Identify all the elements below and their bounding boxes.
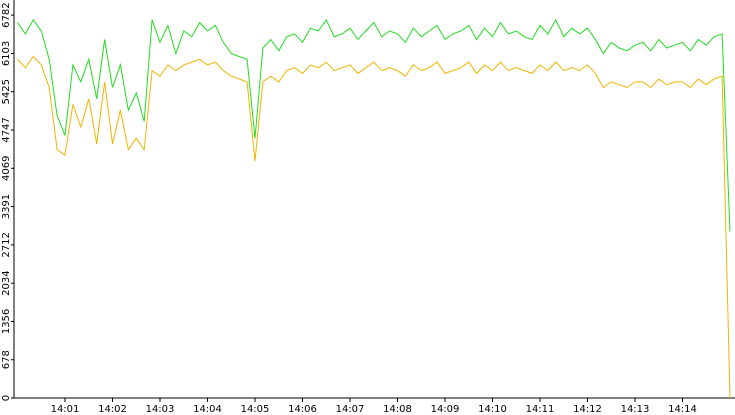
y-tick-label: 678: [1, 350, 12, 369]
x-tick-label: 14:10: [478, 404, 507, 415]
x-tick-label: 14:05: [241, 404, 270, 415]
y-tick-label: 0: [1, 395, 12, 401]
x-tick-label: 14:12: [573, 404, 602, 415]
series-line: [17, 18, 731, 232]
y-tick-label: 5425: [1, 79, 12, 104]
x-tick-label: 14:03: [146, 404, 175, 415]
y-tick-label: 6103: [1, 41, 12, 66]
y-tick-label: 2712: [1, 232, 12, 257]
x-tick-label: 14:07: [336, 404, 365, 415]
x-tick-label: 14:06: [288, 404, 317, 415]
y-tick-label: 3391: [1, 194, 12, 219]
series-line: [17, 55, 731, 399]
x-tick-label: 14:08: [383, 404, 412, 415]
x-tick-label: 14:04: [193, 404, 222, 415]
y-tick-label: 6782: [1, 2, 12, 27]
x-tick-label: 14:02: [98, 404, 127, 415]
x-tick-label: 14:01: [51, 404, 80, 415]
y-tick-label: 4069: [1, 156, 12, 181]
x-tick-label: 14:11: [526, 404, 555, 415]
x-tick-label: 14:13: [621, 404, 650, 415]
x-tick-label: 14:14: [668, 404, 697, 415]
y-tick-label: 2034: [1, 270, 12, 295]
y-tick-label: 1356: [1, 309, 12, 334]
x-tick-label: 14:09: [431, 404, 460, 415]
y-tick-label: 4747: [1, 117, 12, 142]
